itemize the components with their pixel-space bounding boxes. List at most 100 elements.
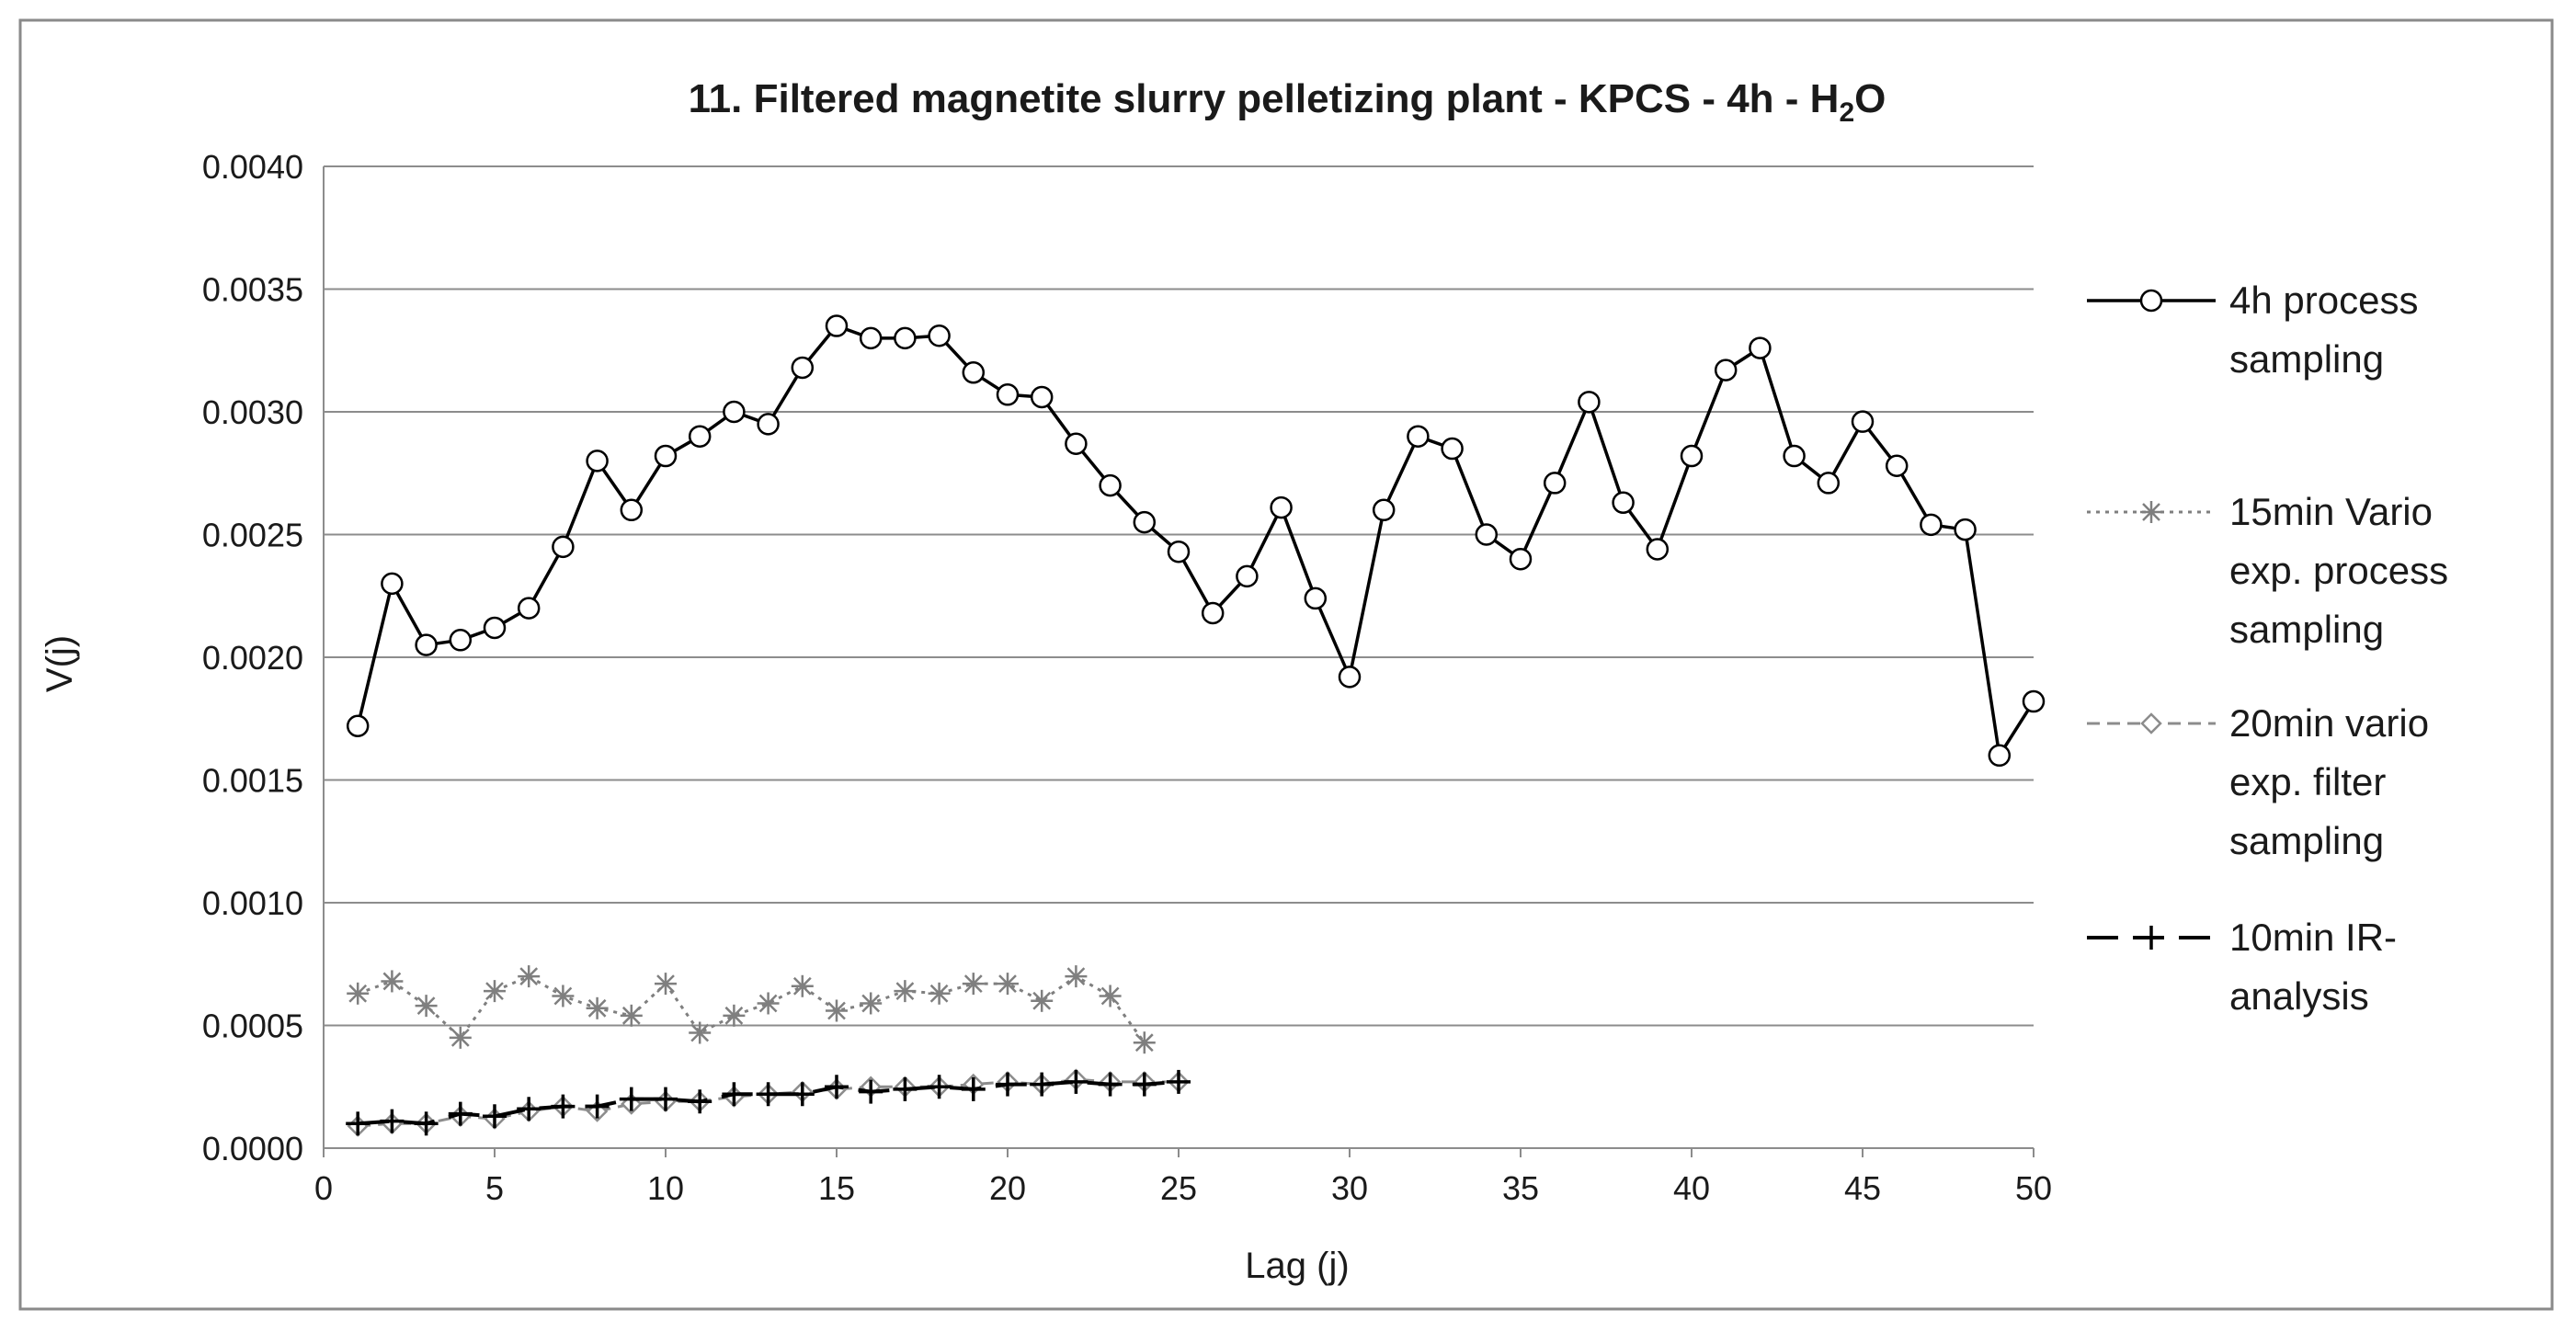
data-point — [1099, 985, 1122, 1008]
data-point — [1064, 1069, 1089, 1094]
legend-entry-1: 4h process sampling — [2087, 279, 2418, 381]
gridlines — [324, 165, 2034, 1027]
data-point — [1714, 359, 1738, 381]
data-point — [2022, 689, 2046, 713]
y-tick-label: 0.0040 — [202, 148, 303, 186]
circle-marker — [1030, 385, 1054, 409]
asterisk-stroke — [929, 984, 949, 1003]
circle-marker — [1680, 444, 1704, 468]
x-tick-label: 0 — [314, 1169, 333, 1207]
asterisk-stroke — [895, 982, 915, 1001]
data-point — [655, 973, 677, 996]
data-point — [1098, 1072, 1123, 1097]
circle-marker — [1201, 601, 1225, 625]
data-point — [414, 1111, 439, 1136]
data-point — [757, 413, 780, 436]
series-layer — [346, 314, 2046, 1137]
data-point — [552, 535, 575, 559]
circle-marker — [1885, 454, 1909, 477]
legend-label: sampling — [2229, 819, 2384, 862]
data-point — [1133, 1031, 1156, 1054]
x-tick-label: 45 — [1844, 1169, 1881, 1207]
y-tick-label: 0.0035 — [202, 271, 303, 309]
data-point — [723, 400, 746, 424]
chart-title: 11. Filtered magnetite slurry pelletizin… — [689, 76, 1886, 128]
data-point — [381, 572, 404, 596]
data-point — [1372, 498, 1396, 522]
asterisk-stroke — [1134, 1033, 1154, 1053]
data-point — [1954, 518, 1977, 541]
asterisk-stroke — [519, 967, 539, 985]
series-2 — [347, 965, 1156, 1054]
x-tick-label: 50 — [2015, 1169, 2052, 1207]
data-point — [586, 450, 609, 472]
legend-label: exp. process — [2229, 549, 2448, 592]
data-point — [928, 324, 951, 347]
circle-marker — [1338, 666, 1362, 689]
data-point — [1509, 547, 1533, 571]
data-point — [722, 1082, 747, 1107]
data-point — [1851, 410, 1875, 433]
asterisk-stroke — [998, 974, 1017, 993]
data-point — [1543, 472, 1567, 495]
data-point — [2139, 289, 2163, 313]
data-point — [380, 1109, 405, 1133]
circle-marker — [894, 326, 917, 350]
data-point — [448, 1101, 473, 1126]
data-point — [1236, 564, 1259, 588]
asterisk-stroke — [553, 986, 573, 1006]
axes — [323, 166, 2035, 1157]
data-point — [723, 1004, 746, 1027]
circle-marker — [1543, 472, 1567, 495]
data-point — [1304, 586, 1328, 610]
data-point — [997, 973, 1019, 996]
asterisk-stroke — [656, 974, 675, 993]
data-point — [449, 1026, 472, 1049]
circle-marker — [962, 361, 986, 384]
circle-marker — [1578, 391, 1601, 414]
asterisk-stroke — [621, 1006, 641, 1025]
circle-marker — [1133, 510, 1157, 534]
data-point — [825, 314, 849, 337]
circle-marker — [1407, 425, 1430, 448]
data-point — [1612, 491, 1635, 515]
circle-marker — [928, 324, 951, 347]
data-point — [791, 356, 815, 380]
data-point — [1749, 336, 1772, 359]
y-axis-label: V(j) — [40, 635, 80, 692]
legend-label: 20min vario — [2229, 701, 2429, 745]
circle-marker — [1509, 547, 1533, 571]
data-point — [346, 714, 370, 738]
legend: 4h process sampling 15min Vario exp. proces… — [2087, 279, 2448, 1018]
asterisk-stroke — [485, 982, 504, 1001]
series-1 — [346, 314, 2046, 768]
y-tick-label: 0.0015 — [202, 762, 303, 800]
data-point — [962, 973, 985, 996]
circle-marker — [1783, 444, 1806, 468]
asterisk-stroke — [382, 972, 402, 991]
data-point — [1988, 744, 2012, 768]
asterisk-stroke — [450, 1028, 470, 1047]
circle-marker — [688, 425, 712, 448]
data-point — [1167, 540, 1191, 564]
circle-marker — [1920, 513, 1943, 537]
x-tick-label: 40 — [1673, 1169, 1710, 1207]
asterisk-stroke — [827, 1001, 846, 1020]
data-point — [756, 1082, 781, 1107]
circle-marker — [552, 535, 575, 559]
data-point — [790, 1082, 815, 1107]
x-tick-label: 5 — [485, 1169, 504, 1207]
legend-label: exp. filter — [2229, 760, 2386, 803]
data-point — [2140, 712, 2162, 734]
circle-marker — [620, 498, 644, 522]
circle-marker — [586, 450, 609, 472]
x-axis-label: Lag (j) — [1245, 1246, 1349, 1286]
legend-entry-2: 15min Vario exp. process sampling — [2087, 490, 2448, 651]
circle-marker — [1646, 538, 1670, 561]
data-point — [1099, 473, 1122, 497]
data-point — [961, 1076, 986, 1101]
data-point — [346, 1111, 370, 1136]
data-point — [1646, 538, 1670, 561]
data-point — [1065, 965, 1088, 988]
